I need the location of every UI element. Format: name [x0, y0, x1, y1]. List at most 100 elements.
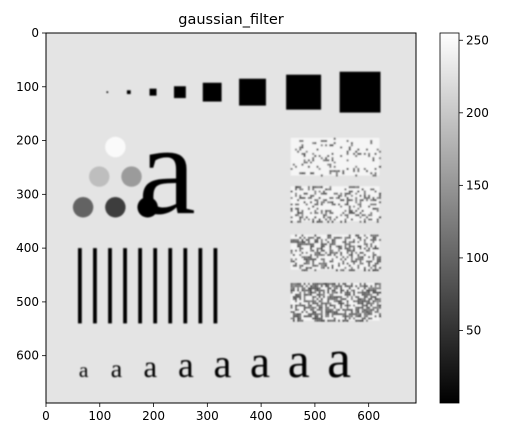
noise-dot: [370, 234, 373, 237]
noise-dot: [327, 319, 330, 322]
noise-dot: [303, 218, 306, 221]
noise-dot: [316, 298, 319, 301]
noise-dot: [338, 302, 340, 305]
noise-dot: [310, 258, 312, 261]
noise-dot: [314, 300, 317, 303]
noise-dot: [310, 194, 312, 197]
noise-dot: [363, 167, 366, 170]
noise-dot: [335, 311, 338, 313]
noise-dot: [342, 256, 345, 259]
noise-dot: [329, 247, 332, 250]
noise-dot: [310, 201, 312, 204]
noise-dot: [303, 152, 306, 155]
noise-dot: [310, 254, 312, 256]
noise-dot: [325, 306, 328, 309]
noise-dot: [305, 306, 308, 309]
noise-dot: [307, 300, 310, 303]
noise-dot: [348, 205, 351, 208]
noise-dot: [318, 190, 321, 193]
noise-dot: [361, 262, 364, 265]
noise-dot: [301, 311, 304, 313]
noise-dot: [294, 298, 297, 301]
noise-dot: [329, 249, 332, 252]
colorbar-tick-label: 200: [466, 106, 489, 120]
noise-dot: [316, 249, 319, 252]
noise-dot: [294, 234, 297, 237]
noise-dot: [312, 308, 315, 311]
colorbar-tick-label: 150: [466, 178, 489, 192]
noise-dot: [305, 262, 308, 265]
noise-dot: [378, 256, 381, 259]
noise-dot: [301, 188, 304, 191]
noise-dot: [297, 238, 300, 241]
noise-dot: [292, 315, 295, 318]
noise-dot: [340, 295, 343, 298]
noise-dot: [325, 188, 328, 191]
noise-dot: [355, 313, 358, 316]
noise-dot: [368, 247, 371, 250]
noise-dot: [299, 264, 302, 267]
noise-dot: [372, 264, 375, 267]
noise-dot: [312, 300, 315, 303]
noise-dot: [312, 205, 315, 208]
noise-dot: [359, 283, 362, 286]
noise-dot: [357, 190, 360, 193]
noise-dot: [327, 266, 330, 269]
noise-dot: [344, 298, 347, 301]
noise-dot: [363, 313, 366, 316]
noise-dot: [310, 212, 312, 215]
noise-dot: [368, 194, 371, 197]
noise-dot: [363, 192, 366, 195]
small-glyph: a: [288, 333, 310, 388]
noise-dot: [322, 266, 325, 269]
noise-dot: [359, 313, 362, 316]
noise-dot: [299, 266, 302, 269]
noise-dot: [320, 192, 323, 195]
noise-dot: [376, 302, 379, 305]
noise-dot: [299, 249, 302, 252]
noise-dot: [344, 241, 347, 244]
noise-dot: [327, 298, 330, 301]
noise-dot: [365, 308, 368, 311]
noise-dot: [342, 313, 345, 316]
noise-dot: [361, 298, 364, 301]
noise-dot: [344, 203, 347, 206]
noise-dot: [368, 298, 371, 301]
noise-dot: [322, 254, 325, 256]
noise-dot: [322, 216, 325, 219]
noise-dot: [301, 251, 304, 254]
noise-dot: [348, 264, 351, 267]
noise-dot: [372, 234, 375, 237]
noise-dot: [344, 247, 347, 250]
noise-dot: [338, 262, 340, 265]
noise-dot: [344, 238, 347, 241]
noise-dot: [350, 142, 353, 145]
noise-dot: [294, 285, 297, 288]
noise-dot: [316, 283, 319, 286]
noise-dot: [338, 170, 340, 173]
noise-dot: [350, 258, 353, 261]
noise-dot: [368, 300, 371, 303]
noise-dot: [305, 269, 308, 272]
noise-dot: [376, 260, 379, 263]
noise-dot: [290, 287, 293, 290]
noise-dot: [299, 241, 302, 244]
noise-dot: [327, 234, 330, 237]
colorbar-tick-label: 250: [466, 33, 489, 47]
noise-dot: [301, 289, 304, 292]
noise-panel: [290, 137, 381, 177]
noise-dot: [322, 140, 325, 142]
noise-dot: [361, 285, 364, 288]
noise-dot: [359, 199, 362, 202]
noise-dot: [333, 291, 336, 294]
noise-dot: [350, 199, 353, 202]
noise-dot: [316, 207, 319, 210]
noise-dot: [331, 258, 334, 261]
noise-dot: [378, 258, 381, 261]
noise-dot: [374, 291, 377, 294]
noise-dot: [297, 241, 300, 244]
noise-dot: [376, 197, 379, 199]
noise-dot: [346, 236, 349, 239]
bar-mark: [138, 248, 142, 324]
noise-dot: [368, 262, 371, 265]
